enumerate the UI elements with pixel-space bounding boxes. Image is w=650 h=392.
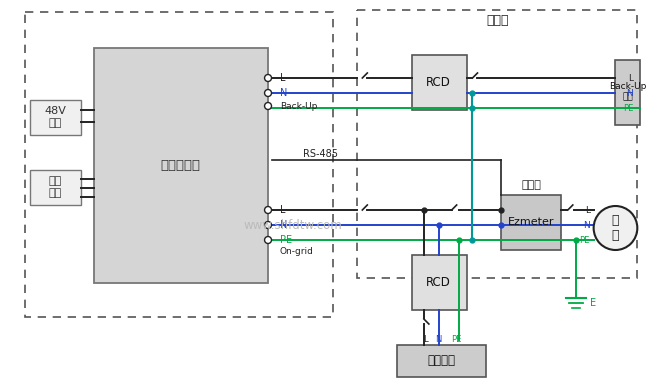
Text: 开关盒: 开关盒 (486, 13, 508, 27)
Circle shape (265, 102, 272, 109)
Text: RCD: RCD (426, 76, 451, 89)
Text: N: N (280, 220, 287, 230)
Bar (30, 170, 81, 205)
Text: 光伏
组件: 光伏 组件 (49, 176, 62, 198)
Text: www.shfdtw.com: www.shfdtw.com (244, 218, 342, 232)
Circle shape (593, 206, 637, 250)
Text: L: L (584, 205, 590, 214)
Circle shape (265, 236, 272, 243)
Text: 主开关: 主开关 (521, 180, 541, 190)
Text: 一般负载: 一般负载 (428, 354, 456, 368)
Circle shape (265, 74, 272, 82)
Text: PE: PE (579, 236, 590, 245)
Text: PE: PE (623, 103, 633, 113)
Bar (94, 48, 268, 283)
Text: Ezmeter: Ezmeter (508, 217, 554, 227)
Bar (358, 10, 637, 278)
Bar (397, 345, 486, 377)
Text: 48V
电池: 48V 电池 (45, 106, 66, 128)
Text: N: N (583, 221, 590, 229)
Bar (412, 55, 467, 110)
Circle shape (265, 221, 272, 229)
Text: L: L (424, 336, 428, 345)
Text: Back-Up
负载: Back-Up 负载 (608, 82, 646, 102)
Text: PE: PE (280, 235, 292, 245)
Text: On-grid: On-grid (280, 247, 314, 256)
Text: N: N (627, 89, 633, 98)
Bar (25, 12, 333, 317)
Text: L: L (280, 73, 285, 83)
Bar (616, 60, 640, 125)
Circle shape (265, 89, 272, 96)
Text: 电
网: 电 网 (612, 214, 619, 242)
Text: L: L (629, 74, 633, 82)
Text: RCD: RCD (426, 276, 451, 289)
Text: Back-Up: Back-Up (280, 102, 317, 111)
Bar (412, 255, 467, 310)
Text: E: E (590, 298, 596, 308)
Text: RS-485: RS-485 (303, 149, 338, 159)
Text: L: L (280, 205, 285, 215)
Text: 储能逆变器: 储能逆变器 (161, 158, 201, 172)
Text: N: N (280, 88, 287, 98)
Bar (30, 100, 81, 135)
Bar (501, 195, 561, 250)
Circle shape (265, 207, 272, 214)
Text: PE: PE (452, 336, 462, 345)
Text: N: N (436, 336, 442, 345)
